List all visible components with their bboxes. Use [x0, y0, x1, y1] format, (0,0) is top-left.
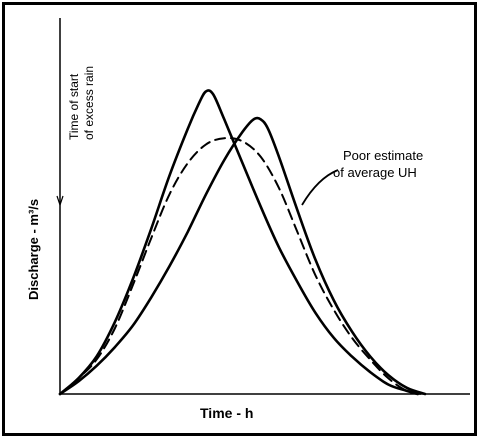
- annotation-leader-line: [301, 169, 339, 206]
- rain-start-label-line2: of excess rain: [82, 66, 96, 140]
- hydrograph-curves: [58, 89, 427, 396]
- hydrograph-series-1: [58, 89, 419, 396]
- x-axis-label: Time - h: [200, 405, 253, 421]
- axes: [56, 18, 470, 395]
- annotation-line1: Poor estimate: [343, 148, 423, 163]
- hydrograph-series-3: [59, 136, 423, 395]
- rain-start-label-line1: Time of start: [67, 73, 81, 140]
- annotation-line2: of average UH: [333, 165, 417, 180]
- y-axis-label: Discharge - m³/s: [26, 199, 41, 300]
- hydrograph-series-2: [58, 116, 427, 396]
- rain-start-arrow-icon: [56, 195, 64, 207]
- figure-frame: [2, 2, 477, 436]
